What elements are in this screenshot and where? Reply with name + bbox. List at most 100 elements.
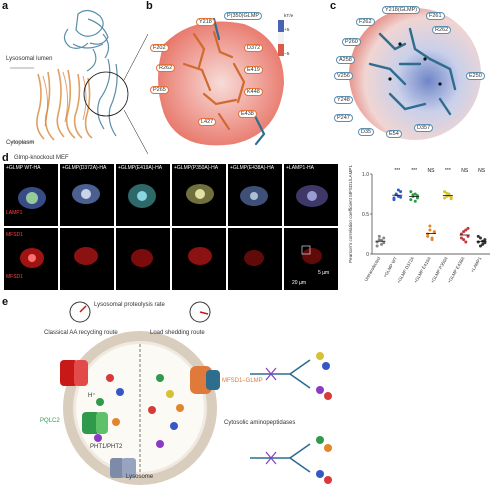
y-tick-label: 0 [366,252,369,258]
panel-e-letter: e [2,296,9,308]
proteolysis-rate-label: Lysosomal proteolysis rate [94,302,165,308]
data-point [481,242,485,246]
panel-e-schematic [60,301,332,485]
significance-label: *** [411,168,417,174]
residue-r262: R262 [156,64,176,72]
pearson-chart: 0 0.5 1.0 Pearson's correlation coefficient… [348,165,490,284]
c-residue-p247: P247 [334,114,353,122]
micro-bottom-2 [60,228,114,290]
data-point [377,234,381,238]
cell-label: Glmp-knockout MEF [14,155,69,161]
c-residue-d357: D357 [414,124,434,132]
data-point [483,241,487,245]
data-point [428,224,432,228]
data-point [413,199,417,203]
residue-p350: P(350)GLMP [224,12,263,20]
data-point [396,188,400,192]
data-point [430,238,434,242]
data-point [464,228,468,232]
data-point [409,190,413,194]
data-point [449,195,453,199]
x-tick-label: +GLMP D372A [396,256,415,284]
micro-bottom-1 [4,228,58,290]
x-tick-label: +GLMP P350A [430,256,449,284]
significance-label: NS [461,168,469,174]
residue-d372: D372 [244,44,264,52]
route-left-label: Classical AA recycling route [44,330,118,336]
data-point [443,190,447,194]
scale-bottom: −5 [284,52,290,57]
lumen-label: Lysosomal lumen [6,56,53,62]
data-point [399,195,403,199]
data-point [478,236,482,240]
data-point [415,196,419,200]
bottom-stain-label-2: MFSD1 [6,274,23,280]
mfsd1-glmp-label: MFSD1–GLMP [222,378,263,384]
micro-bottom-6 [284,228,338,290]
data-point [464,240,468,244]
data-point [382,241,386,245]
micro-top-3: +GLMP(E419A)-HA [116,164,170,226]
data-point [409,198,413,202]
route-right-label: Load shedding route [150,330,205,336]
lysosome-label: Lysosome [126,474,154,480]
c-residue-f262: F262 [356,18,375,26]
data-point [466,226,470,230]
data-point [447,192,451,196]
c-residue-e54: E54 [386,130,402,138]
data-point [426,234,430,238]
data-point [459,236,463,240]
c-residue-a258: A258 [336,56,355,64]
x-tick-label: +GLMP WT [382,256,398,279]
x-tick-label: +GLMP E438A [447,256,466,284]
data-point [443,196,447,200]
data-point [478,244,482,248]
residue-e419: E419 [244,66,263,74]
data-point [483,238,487,242]
significance-label: *** [445,168,451,174]
scale-unit: kT/e [284,14,294,19]
panel-d-letter: d [2,152,9,164]
x-tick-label: +LAMP1 [470,256,483,274]
panel-a-letter: a [2,0,9,12]
c-residue-p260: P260 [342,38,361,46]
panel-a-structure [10,9,148,155]
cytoplasm-label: Cytoplasm [6,140,35,146]
residue-f202: F202 [150,44,169,52]
data-point [382,236,386,240]
scale-bar-label: 20 µm [292,280,306,286]
panel-b-surface [158,17,284,146]
data-point [375,244,379,248]
h-plus-label: H⁺ [88,393,96,399]
micro-top-6: +LAMP1-HA [284,164,338,226]
data-point [428,228,432,232]
micro-bottom-3 [116,228,170,290]
panel-c-surface [349,8,481,140]
residue-l427: L427 [198,118,217,126]
data-point [462,230,466,234]
c-residue-y218: Y218(GLMP) [382,6,421,14]
c-residue-y248: Y248 [334,96,353,104]
data-point [392,198,396,202]
micro-top-5: +GLMP(E438A)-HA [228,164,282,226]
data-point [466,234,470,238]
bottom-stain-label: MFSD1 [6,232,23,238]
y-axis-label: Pearson's correlation coefficient MFSD1/… [348,165,353,264]
micro-top-1: +GLMP WT-HA [4,164,58,226]
micro-bottom-4 [172,228,226,290]
micro-top-4: +GLMP(P350A)-HA [172,164,226,226]
x-tick-label: +GLMP E419A [413,256,432,284]
significance-label: NS [428,168,436,174]
residue-k448: K448 [244,88,263,96]
scale-top: +5 [284,28,290,33]
data-point [462,238,466,242]
x-tick-label: Untransfected [363,256,381,283]
panel-c-letter: c [330,0,337,12]
significance-label: NS [478,168,486,174]
y-tick-label: 1.0 [362,172,369,178]
y-tick-label: 0.5 [362,212,369,218]
residue-e438: E438 [238,110,257,118]
cytosolic-label: Cytosolic aminopeptidases [224,420,296,426]
c-residue-d35: D35 [358,128,375,136]
residue-p265: P265 [150,86,169,94]
